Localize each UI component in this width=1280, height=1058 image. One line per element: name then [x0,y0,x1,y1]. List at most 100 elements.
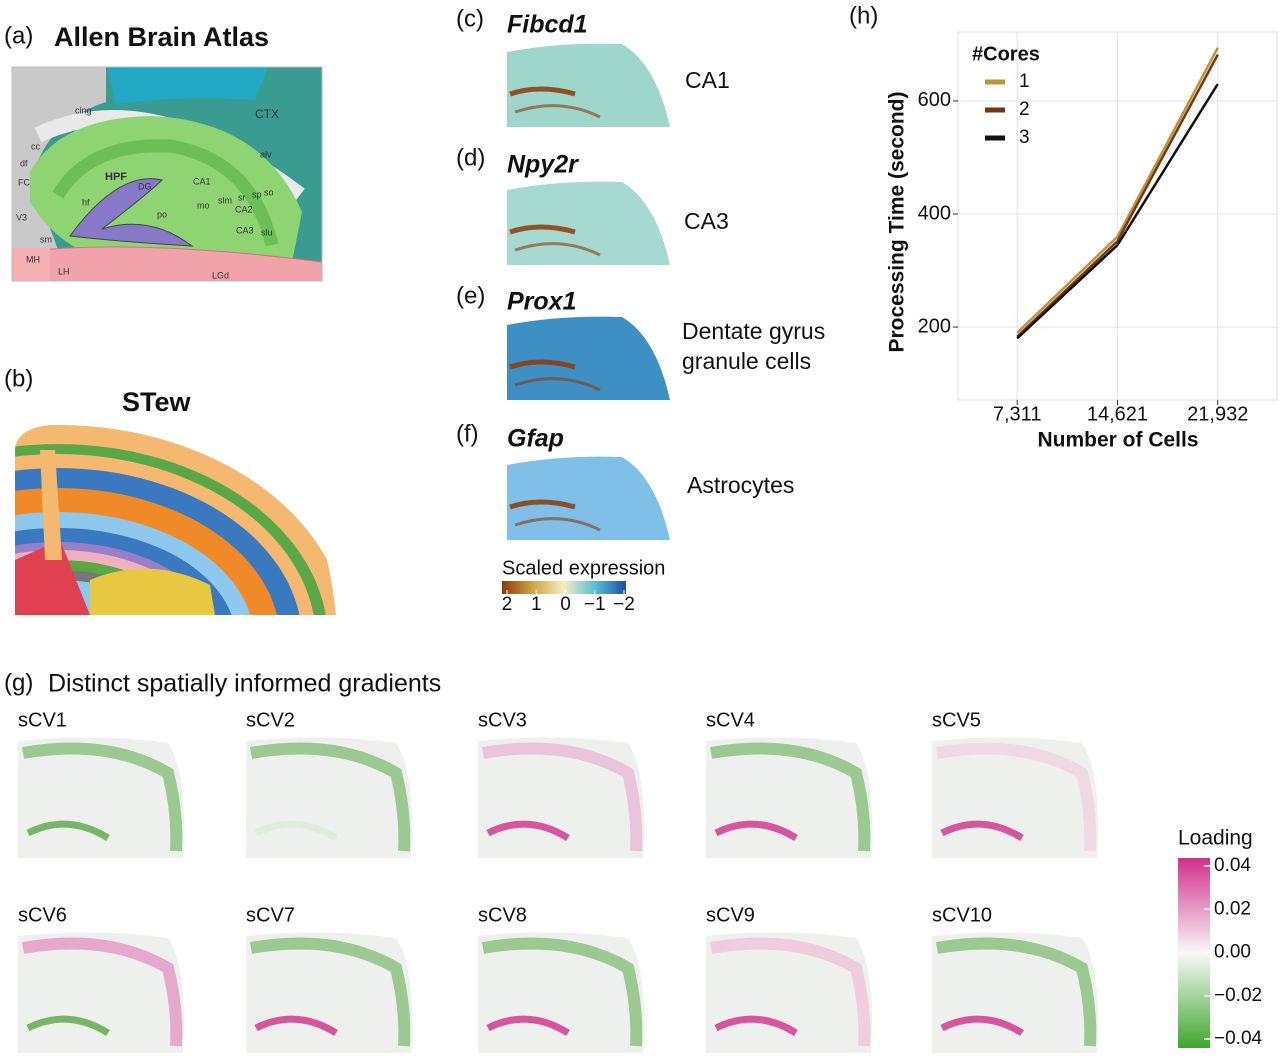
x-axis-title: Number of Cells [1037,429,1198,452]
atlas-region [12,67,106,281]
panel-label: (a) [4,22,33,49]
region-label: slu [261,227,273,237]
gradient-pattern [249,937,411,1047]
annotation: Astrocytes [687,472,794,498]
map-label: sCV8 [478,904,527,926]
gradient-map [478,932,644,1053]
region-label: MH [26,254,40,264]
gradient-map [246,932,412,1053]
annotation: granule cells [682,348,811,374]
gradient-pattern [714,820,798,841]
color-bar-label: 1 [531,594,542,615]
atlas-region [14,246,322,281]
panel-label: (h) [849,2,878,29]
legend-title: Loading [1178,827,1253,850]
gene-name: Prox1 [507,288,576,316]
legend-title: Scaled expression [502,557,665,579]
gradient-pattern [26,1015,110,1036]
tissue-layer [15,540,90,615]
region-label: V3 [16,212,27,222]
region-label: sr [238,192,246,202]
color-bar-label: −1 [584,594,606,615]
gradient-map [18,932,184,1053]
color-bar-label: 0.00 [1214,942,1251,963]
expression-map [507,181,670,265]
color-bar-label: −0.02 [1214,985,1262,1006]
expression-streak [509,499,576,510]
y-tick-label: 400 [918,202,951,224]
expression-streak [509,359,576,370]
color-bar [502,581,626,594]
gradient-pattern [709,742,871,852]
gradient-map [246,737,412,858]
x-tick-label: 21,932 [1187,403,1248,425]
gradient-pattern [481,742,643,852]
gradient-pattern [26,820,110,841]
expression-streak [509,86,576,97]
gradient-pattern [481,937,643,1047]
map-label: sCV5 [932,709,981,731]
gradient-pattern [940,820,1024,841]
color-bar-label: −0.04 [1214,1028,1263,1049]
x-tick-label: 14,621 [1087,403,1148,425]
gradient-pattern [486,1015,570,1036]
color-bar-label: −2 [613,594,635,615]
region-label: so [264,187,274,197]
line-series [1016,47,1219,334]
panel-label: (f) [456,420,479,447]
panel-title: STew [122,387,192,417]
panel-label: (b) [4,365,33,392]
expression-streak [514,517,601,532]
gradient-pattern [21,937,183,1047]
region-label: FC [18,177,30,187]
gradient-map [932,932,1098,1053]
tissue-layer [90,568,215,615]
legend-label: 1 [1019,71,1030,92]
expression-map [507,43,670,127]
region-label: CTX [255,107,279,121]
legend-label: 3 [1019,127,1030,148]
panel-label: (g) [4,669,33,696]
y-axis-title: Processing Time (second) [886,91,909,352]
legend-title: #Cores [972,43,1040,65]
y-tick-label: 200 [918,315,951,337]
expression-streak [514,104,601,119]
panel-title: Allen Brain Atlas [54,22,269,52]
region-label: sm [40,234,52,244]
gradient-pattern [21,742,183,852]
expression-streak [509,224,576,235]
gene-name: Gfap [507,425,564,453]
region-label: alv [260,149,272,159]
panel-label: (e) [456,282,485,309]
gradient-pattern [249,742,411,852]
atlas-frame [11,66,323,282]
gradient-map [706,932,872,1053]
legend-label: 2 [1019,99,1030,120]
atlas-image: CTX HPF DG CA1 CA2 CA3 cing cc alv hf mo… [12,67,322,281]
gradient-pattern [709,937,871,1047]
map-label: sCV4 [706,709,755,731]
map-label: sCV3 [478,709,527,731]
y-tick-label: 600 [918,89,951,111]
map-label: sCV6 [18,904,67,926]
region-label: df [20,158,28,168]
tissue-layer [40,450,62,560]
panel-label: (d) [456,144,485,171]
line-series [1016,54,1219,338]
atlas-region [12,248,50,281]
gradient-pattern [254,1015,338,1036]
region-label: mo [197,200,210,210]
region-label: HPF [105,171,127,183]
map-label: sCV2 [246,709,295,731]
gene-name: Fibcd1 [507,11,588,39]
panel-label: (c) [456,5,484,32]
annotation: Dentate gyrus [682,318,825,344]
map-label: sCV9 [706,904,755,926]
annotation: CA3 [684,208,729,234]
gradient-pattern [486,820,570,841]
gradient-map [706,737,872,858]
atlas-region [69,178,194,247]
region-label: cc [31,141,41,151]
map-label: sCV1 [18,709,67,731]
